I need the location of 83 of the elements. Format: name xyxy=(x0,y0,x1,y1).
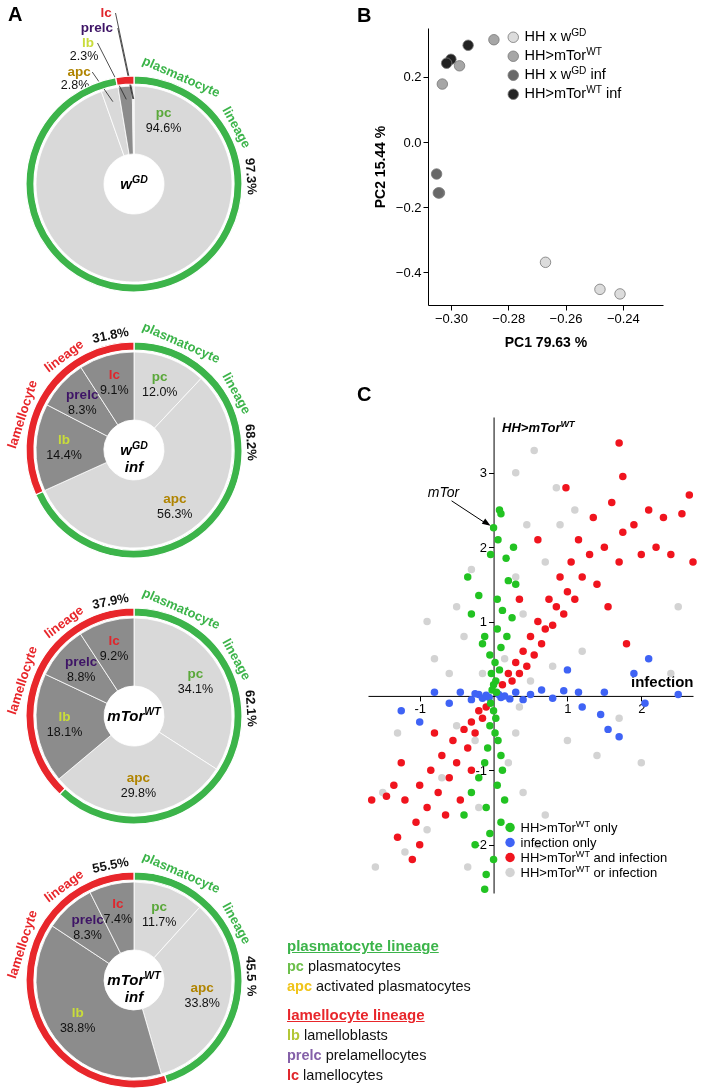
chart-title: A xyxy=(8,3,23,25)
x-tick-label: −0.26 xyxy=(549,310,583,326)
chart-title: B xyxy=(357,4,372,26)
data-label: 33.8% xyxy=(184,995,220,1010)
data-label: 37.9% xyxy=(90,589,131,612)
data-label: 34.1% xyxy=(177,682,214,697)
data-label: 2.3% xyxy=(69,49,99,63)
y-tick-label: 3 xyxy=(479,465,488,481)
slice-label: apc xyxy=(163,490,187,506)
data-label: 9.1% xyxy=(100,382,129,397)
slice-label: lc xyxy=(100,5,113,20)
data-label: 55.5% xyxy=(90,853,131,876)
text: mTor$^{WT}$ xyxy=(107,705,163,724)
data-label: 8.3% xyxy=(68,402,97,417)
y-tick-label: −0.4 xyxy=(395,264,422,280)
y-axis-title: HH>mTor$^{WT}$ xyxy=(502,418,577,435)
data-label: 11.7% xyxy=(141,914,177,929)
slice-label: prelc xyxy=(80,20,114,35)
slice-label: pc xyxy=(187,666,204,682)
slice-label: pc xyxy=(151,898,168,914)
data-label: 18.1% xyxy=(46,724,83,739)
y-axis-title: PC2 15.44 % xyxy=(371,125,388,209)
data-label: 38.8% xyxy=(59,1021,96,1036)
x-tick-label: −0.28 xyxy=(492,310,526,326)
data-label: 45.5 % xyxy=(243,955,260,998)
data-label: 56.3% xyxy=(157,506,193,521)
text: lb lamelloblasts xyxy=(287,1026,389,1045)
slice-label: apc xyxy=(67,64,92,79)
y-tick-label: 0.2 xyxy=(403,69,422,85)
data-label: 31.8% xyxy=(90,323,131,346)
text: lc lamellocytes xyxy=(287,1066,384,1085)
slice-label: lb xyxy=(58,708,71,724)
slice-label: prelc xyxy=(65,654,98,670)
data-label: 94.6% xyxy=(145,120,182,135)
data-label: 7.4% xyxy=(103,911,133,926)
data-label: 12.0% xyxy=(142,384,178,399)
slice-label: prelc xyxy=(66,386,99,402)
slice-label: lc xyxy=(112,895,124,911)
text: pc plasmatocytes xyxy=(287,957,402,976)
slice-label: pc xyxy=(151,368,169,384)
text: mTor$^{WT}$ inf xyxy=(107,969,163,1005)
slice-label: lc xyxy=(108,632,121,648)
data-label: 9.2% xyxy=(99,648,129,663)
slice-label: apc xyxy=(190,979,215,995)
slice-label: prelc xyxy=(71,911,105,927)
x-tick-label: 1 xyxy=(564,701,572,717)
data-label: 14.4% xyxy=(46,448,82,463)
y-tick-label: 2 xyxy=(479,539,488,555)
y-tick-label: 0.0 xyxy=(403,134,422,150)
slice-label: pc xyxy=(155,104,172,120)
text: lamellocyte lineage xyxy=(287,1005,426,1025)
slice-label: lb xyxy=(58,432,71,448)
text: plasmatocyte lineage xyxy=(287,936,440,956)
text: prelc prelamellocytes xyxy=(287,1046,428,1065)
x-tick-label: −0.24 xyxy=(606,310,640,326)
text: w$^{GD}$ inf xyxy=(120,439,149,475)
slice-label: lb xyxy=(82,35,94,50)
slice-label: lc xyxy=(108,366,121,382)
legend-label: HH>mTor$^{WT}$ xyxy=(524,45,602,64)
data-label: 68.2% xyxy=(242,423,260,462)
chart-title: C xyxy=(357,383,372,405)
slice-label: lb xyxy=(71,1005,84,1021)
slice-label: apc xyxy=(126,769,151,785)
x-tick-label: −0.30 xyxy=(434,310,468,326)
x-axis-title: infection xyxy=(631,673,694,691)
y-tick-label: 1 xyxy=(479,614,488,630)
text: apc activated plasmatocytes xyxy=(287,977,471,996)
legend-label: HH>mTor$^{WT}$ only xyxy=(520,818,618,835)
x-axis-title: PC1 79.63 % xyxy=(504,333,588,350)
data-label: 8.3% xyxy=(73,927,102,942)
text: w$^{GD}$ xyxy=(120,173,149,192)
data-label: 29.8% xyxy=(120,785,157,800)
legend-label: HH x w$^{GD}$ inf xyxy=(524,64,607,83)
legend-label: HH>mTor$^{WT}$ inf xyxy=(524,83,623,102)
data-label: 97.3% xyxy=(242,157,260,196)
data-label: 62.1% xyxy=(242,689,260,728)
legend-label: infection only xyxy=(520,834,597,850)
legend-label: HH x w$^{GD}$ xyxy=(524,26,587,45)
data-label: 8.8% xyxy=(66,670,96,685)
legend-label: HH>mTor$^{WT}$ or infection xyxy=(520,863,658,880)
annotation: mTor xyxy=(427,483,461,500)
y-tick-label: -1 xyxy=(475,762,488,778)
y-tick-label: −0.2 xyxy=(395,199,422,215)
